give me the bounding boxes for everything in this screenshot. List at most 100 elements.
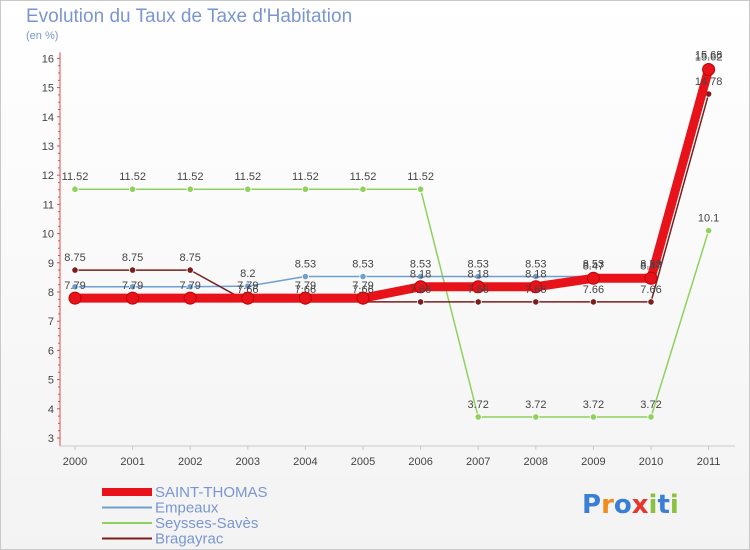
- data-label-seysses-sav-s: 11.52: [292, 171, 319, 183]
- data-label-seysses-sav-s: 11.52: [177, 171, 204, 183]
- series-line-seysses-sav-s: [75, 189, 709, 417]
- data-point-seysses-sav-s: [72, 186, 78, 192]
- data-label-bragayrac: 7.66: [525, 284, 546, 296]
- data-point-seysses-sav-s: [590, 414, 596, 420]
- data-point-saint-thomas: [645, 272, 657, 284]
- data-point-seysses-sav-s: [475, 414, 481, 420]
- data-label-saint-thomas: 8.18: [467, 269, 488, 281]
- data-point-saint-thomas: [184, 292, 196, 304]
- data-label-seysses-sav-s: 11.52: [62, 171, 89, 183]
- data-point-bragayrac: [648, 299, 654, 305]
- data-label-empeaux: 8.2: [240, 268, 255, 280]
- x-tick-label: 2000: [63, 456, 87, 468]
- logo-letter: o: [614, 490, 632, 520]
- data-point-bragayrac: [533, 299, 539, 305]
- y-tick-label: 4: [48, 404, 54, 416]
- x-tick-label: 2008: [524, 456, 548, 468]
- data-label-saint-thomas: 7.79: [352, 280, 373, 292]
- data-point-seysses-sav-s: [245, 186, 251, 192]
- x-tick-label: 2007: [466, 456, 490, 468]
- data-label-bragayrac: 14.78: [695, 76, 723, 88]
- data-point-seysses-sav-s: [648, 414, 654, 420]
- legend-label-saint-thomas: SAINT-THOMAS: [155, 484, 268, 501]
- data-label-saint-thomas: 7.79: [64, 280, 85, 292]
- y-tick-label: 15: [42, 83, 54, 95]
- logo-letter: x: [632, 490, 649, 520]
- data-label-saint-thomas: 8.18: [525, 269, 546, 281]
- data-point-empeaux: [302, 273, 308, 279]
- data-point-seysses-sav-s: [533, 414, 539, 420]
- x-tick-label: 2004: [293, 456, 317, 468]
- data-label-saint-thomas: 7.79: [295, 280, 316, 292]
- data-point-saint-thomas: [127, 292, 139, 304]
- data-point-bragayrac: [129, 267, 135, 273]
- y-tick-label: 6: [48, 345, 54, 357]
- data-label-saint-thomas: 7.79: [122, 280, 143, 292]
- data-label-seysses-sav-s: 3.72: [640, 399, 661, 411]
- data-point-bragayrac: [187, 267, 193, 273]
- data-label-seysses-sav-s: 3.72: [467, 399, 488, 411]
- proxiti-logo: Proxiti: [582, 490, 679, 520]
- data-label-seysses-sav-s: 11.52: [407, 171, 434, 183]
- logo-letter: t: [657, 490, 669, 520]
- data-point-seysses-sav-s: [705, 227, 711, 233]
- series-line-empeaux: [75, 68, 709, 287]
- data-point-saint-thomas: [69, 292, 81, 304]
- data-label-bragayrac: 7.66: [640, 284, 661, 296]
- data-label-saint-thomas: 7.79: [179, 280, 200, 292]
- x-tick-label: 2002: [178, 456, 202, 468]
- data-label-empeaux: 8.53: [295, 259, 316, 271]
- data-label-empeaux: 8.53: [352, 259, 373, 271]
- data-point-seysses-sav-s: [129, 186, 135, 192]
- y-tick-label: 11: [43, 199, 54, 211]
- data-point-saint-thomas: [587, 272, 599, 284]
- y-tick-label: 8: [48, 287, 54, 299]
- logo-letter: i: [670, 490, 679, 520]
- x-tick-label: 2011: [697, 456, 721, 468]
- data-label-saint-thomas: 15.62: [695, 51, 723, 63]
- y-tick-label: 5: [48, 375, 54, 387]
- data-label-bragayrac: 7.66: [583, 284, 604, 296]
- data-label-saint-thomas: 8.47: [583, 260, 604, 272]
- logo-letter: P: [582, 490, 601, 520]
- x-tick-label: 2006: [408, 456, 432, 468]
- data-label-seysses-sav-s: 11.52: [350, 171, 377, 183]
- y-tick-label: 16: [42, 53, 54, 65]
- data-label-bragayrac: 7.66: [410, 284, 431, 296]
- y-tick-label: 9: [48, 258, 54, 270]
- y-tick-label: 10: [42, 229, 54, 241]
- legend-label-empeaux: Empeaux: [155, 500, 219, 517]
- logo-letter: r: [601, 490, 614, 520]
- x-tick-label: 2005: [351, 456, 375, 468]
- data-point-bragayrac: [417, 299, 423, 305]
- data-point-bragayrac: [72, 267, 78, 273]
- data-label-saint-thomas: 8.18: [410, 269, 431, 281]
- series-line-bragayrac: [75, 94, 709, 302]
- x-tick-label: 2001: [120, 456, 144, 468]
- data-point-empeaux: [360, 273, 366, 279]
- data-label-seysses-sav-s: 10.1: [698, 213, 719, 225]
- data-point-bragayrac: [590, 299, 596, 305]
- x-tick-label: 2010: [639, 456, 663, 468]
- data-point-seysses-sav-s: [360, 186, 366, 192]
- data-label-seysses-sav-s: 11.52: [119, 171, 146, 183]
- data-label-bragayrac: 8.75: [122, 252, 143, 264]
- data-point-bragayrac: [475, 299, 481, 305]
- series-line-saint-thomas: [75, 69, 709, 298]
- data-point-saint-thomas: [703, 63, 715, 75]
- data-point-seysses-sav-s: [187, 186, 193, 192]
- data-label-bragayrac: 7.66: [467, 284, 488, 296]
- legend-label-seysses-sav-s: Seysses-Savès: [155, 515, 258, 532]
- y-tick-label: 12: [42, 170, 54, 182]
- line-chart: 3456789101112131415162000 2001 2002 2003 200…: [0, 0, 750, 550]
- data-label-saint-thomas: 7.79: [237, 280, 258, 292]
- legend-label-bragayrac: Bragayrac: [155, 531, 224, 548]
- data-point-seysses-sav-s: [417, 186, 423, 192]
- data-label-seysses-sav-s: 3.72: [525, 399, 546, 411]
- data-point-seysses-sav-s: [302, 186, 308, 192]
- y-tick-label: 14: [42, 112, 54, 124]
- data-label-saint-thomas: 8.47: [640, 260, 661, 272]
- x-tick-label: 2009: [581, 456, 605, 468]
- y-tick-label: 3: [48, 433, 54, 445]
- data-label-bragayrac: 8.75: [179, 252, 200, 264]
